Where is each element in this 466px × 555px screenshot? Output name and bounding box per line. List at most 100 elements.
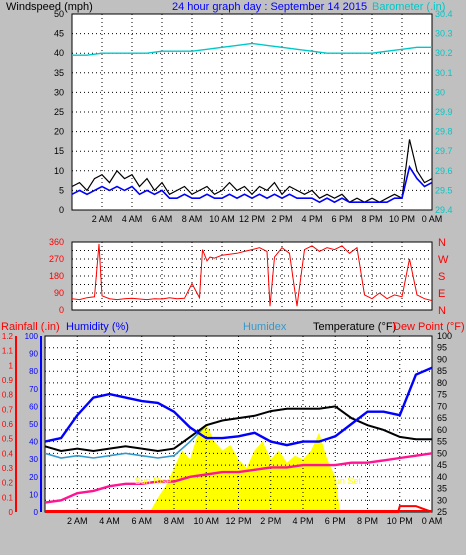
- humidity-ytick-label: 90: [29, 350, 38, 359]
- direction-ytick-label: 180: [49, 271, 64, 281]
- dewpoint-series: [44, 452, 433, 504]
- wind-direction-series: [71, 243, 433, 307]
- wind-xtick-label: 2 AM: [92, 214, 113, 224]
- wind-ytick-label: 45: [54, 29, 64, 39]
- humidity-ytick-label: 50: [29, 420, 38, 429]
- temp-xtick-label: 12 PM: [225, 516, 251, 526]
- wind-xtick-label: 8 PM: [361, 214, 382, 224]
- barometer-axis-title: Barometer (.in): [372, 1, 445, 13]
- humidity-series: [44, 366, 433, 447]
- humidity-ytick-label: 20: [29, 473, 38, 482]
- wind-ytick-label: 15: [54, 146, 64, 156]
- barometer-ytick-label: 29.4: [435, 205, 453, 215]
- humidex-axis-title: Humidex: [243, 321, 287, 333]
- temp-ytick-label: 55: [437, 437, 447, 447]
- wind-ytick-label: 10: [54, 166, 64, 176]
- humidity-ytick-label: 100: [25, 332, 39, 341]
- windspeed-axis-title: Windspeed (mph): [6, 1, 93, 13]
- wind-xtick-label: 6 PM: [331, 214, 352, 224]
- direction-ytick-label: 0: [59, 305, 64, 315]
- rain-ytick-label: 0.1: [2, 493, 14, 502]
- rain-ytick-label: 0.9: [2, 376, 14, 385]
- rain-ytick-label: 0.7: [2, 405, 14, 414]
- rain-ytick-label: 0.8: [2, 391, 14, 400]
- wind-xtick-label: 4 PM: [301, 214, 322, 224]
- sunset-annotation: Sun Set: [329, 476, 362, 486]
- temp-ytick-label: 35: [437, 484, 447, 494]
- temp-ytick-label: 40: [437, 472, 447, 482]
- temp-xtick-label: 8 PM: [357, 516, 378, 526]
- rain-ytick-label: 0.2: [2, 479, 14, 488]
- rain-ytick-label: 0.4: [2, 449, 14, 458]
- wind-ytick-label: 50: [54, 9, 64, 19]
- rain-ytick-label: 0: [9, 508, 14, 517]
- temp-ytick-label: 85: [437, 366, 447, 376]
- barometer-ytick-label: 30.4: [435, 9, 453, 19]
- humidity-ytick-label: 10: [29, 490, 38, 499]
- windspeed-series: [71, 139, 433, 203]
- humidity-axis-title: Humidity (%): [66, 321, 129, 333]
- rain-ytick-label: 1.1: [2, 347, 14, 356]
- rainfall-axis-title: Rainfall (.in): [1, 321, 60, 333]
- wind-ytick-label: 25: [54, 107, 64, 117]
- barometer-ytick-label: 30.2: [435, 48, 453, 58]
- temp-ytick-label: 90: [437, 354, 447, 364]
- direction-ytick-label: 270: [49, 254, 64, 264]
- temp-ytick-label: 75: [437, 390, 447, 400]
- temp-ytick-label: 65: [437, 413, 447, 423]
- wind-xtick-label: 2 PM: [271, 214, 292, 224]
- temp-ytick-label: 45: [437, 460, 447, 470]
- temp-xtick-label: 10 PM: [387, 516, 413, 526]
- solar-area: [149, 424, 341, 512]
- rain-ytick-label: 1.2: [2, 332, 14, 341]
- wind-ytick-label: 35: [54, 68, 64, 78]
- temp-ytick-label: 25: [437, 507, 447, 517]
- barometer-ytick-label: 29.6: [435, 166, 453, 176]
- temp-xtick-label: 6 PM: [325, 516, 346, 526]
- rain-ytick-label: 0.5: [2, 435, 14, 444]
- wind-xtick-label: 8 AM: [182, 214, 203, 224]
- barometer-ytick-label: 29.5: [435, 185, 453, 195]
- temp-xtick-label: 4 PM: [292, 516, 313, 526]
- sunrise-annotation: Sun Rise: [135, 476, 172, 486]
- compass-label: W: [438, 254, 449, 266]
- wind-xtick-label: 6 AM: [152, 214, 173, 224]
- barometer-ytick-label: 29.8: [435, 127, 453, 137]
- compass-label: S: [438, 271, 445, 283]
- wind-xtick-label: 0 AM: [422, 214, 443, 224]
- temp-ytick-label: 30: [437, 495, 447, 505]
- temp-xtick-label: 0 AM: [422, 516, 443, 526]
- temp-ytick-label: 50: [437, 448, 447, 458]
- compass-label: E: [438, 288, 445, 300]
- barometer-ytick-label: 30.3: [435, 29, 453, 39]
- temp-ytick-label: 100: [437, 331, 452, 341]
- humidity-ytick-label: 40: [29, 438, 38, 447]
- temp-xtick-label: 8 AM: [164, 516, 185, 526]
- temperature-axis-title: Temperature (°F): [313, 321, 396, 333]
- rain-ytick-label: 0.3: [2, 464, 14, 473]
- compass-label: N: [438, 237, 446, 249]
- humidity-ytick-label: 80: [29, 367, 38, 376]
- temp-ytick-label: 60: [437, 425, 447, 435]
- direction-ytick-label: 360: [49, 237, 64, 247]
- temp-xtick-label: 6 AM: [131, 516, 152, 526]
- barometer-ytick-label: 29.7: [435, 146, 453, 156]
- temp-xtick-label: 10 AM: [193, 516, 219, 526]
- barometer-ytick-label: 30: [435, 87, 445, 97]
- dewpoint-axis-title: Dew Point (°F): [393, 321, 465, 333]
- wind-xtick-label: 10 PM: [389, 214, 415, 224]
- temp-xtick-label: 4 AM: [99, 516, 120, 526]
- temp-ytick-label: 80: [437, 378, 447, 388]
- temp-xtick-label: 2 AM: [67, 516, 88, 526]
- barometer-ytick-label: 29.9: [435, 107, 453, 117]
- chart-title: 24 hour graph day : September 14 2015: [172, 1, 367, 13]
- wind-xtick-label: 4 AM: [122, 214, 143, 224]
- temp-xtick-label: 2 PM: [260, 516, 281, 526]
- wind-ytick-label: 40: [54, 48, 64, 58]
- humidity-ytick-label: 30: [29, 455, 38, 464]
- wind-xtick-label: 12 PM: [239, 214, 265, 224]
- temperature-series: [44, 405, 432, 453]
- humidity-ytick-label: 60: [29, 402, 38, 411]
- direction-ytick-label: 90: [54, 288, 64, 298]
